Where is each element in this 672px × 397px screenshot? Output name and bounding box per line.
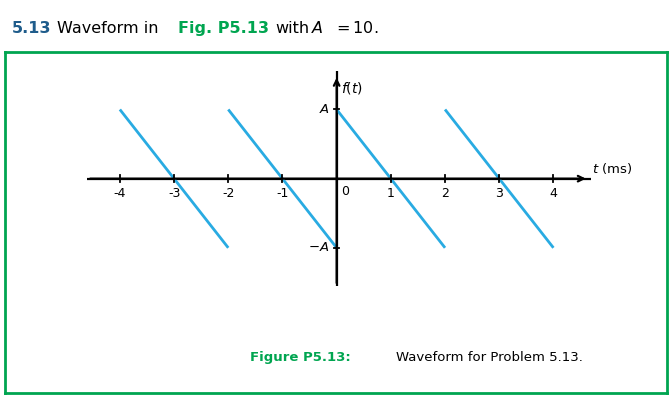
Text: -2: -2 — [222, 187, 235, 200]
Text: $t$ (ms): $t$ (ms) — [593, 161, 633, 176]
Text: $-A$: $-A$ — [308, 241, 329, 254]
Text: -3: -3 — [168, 187, 180, 200]
Text: Waveform for Problem 5.13.: Waveform for Problem 5.13. — [396, 351, 583, 364]
Text: -4: -4 — [114, 187, 126, 200]
Text: Waveform in: Waveform in — [57, 21, 159, 36]
Text: 2: 2 — [441, 187, 449, 200]
Text: $A$: $A$ — [319, 103, 329, 116]
Text: $A$: $A$ — [311, 20, 324, 37]
Text: 3: 3 — [495, 187, 503, 200]
Text: $f(t)$: $f(t)$ — [341, 80, 363, 96]
Text: Figure P5.13:: Figure P5.13: — [250, 351, 351, 364]
Text: 1: 1 — [387, 187, 394, 200]
Text: 0: 0 — [341, 185, 349, 198]
Text: 5.13: 5.13 — [12, 21, 52, 36]
Text: 4: 4 — [550, 187, 557, 200]
Text: $= 10.$: $= 10.$ — [333, 20, 378, 37]
Text: Fig. P5.13: Fig. P5.13 — [178, 21, 269, 36]
Text: with: with — [276, 21, 310, 36]
Text: -1: -1 — [276, 187, 289, 200]
